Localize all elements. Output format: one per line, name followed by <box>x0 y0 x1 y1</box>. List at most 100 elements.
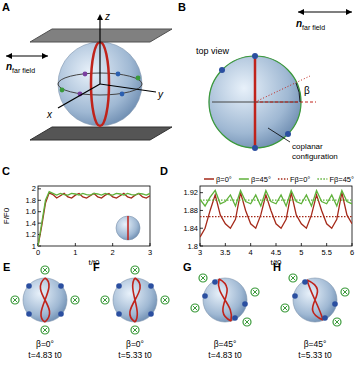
director-label: nfar field <box>6 61 35 74</box>
defect <box>302 279 308 285</box>
caption: t=4.83 t0 <box>28 350 62 360</box>
plate <box>30 29 172 42</box>
tick <box>326 243 327 246</box>
tick-label: 3.5 <box>220 248 230 257</box>
tick <box>352 243 353 246</box>
panel-label: C <box>2 165 10 177</box>
panel-label: G <box>183 261 192 273</box>
field-symbol <box>341 288 349 296</box>
tick-label: 6 <box>350 248 354 257</box>
tick-label: 3 <box>198 248 202 257</box>
defect <box>148 311 154 317</box>
legend-swatch <box>317 178 327 180</box>
label: configuration <box>292 152 338 161</box>
defect <box>292 293 298 299</box>
arrow-head <box>97 14 103 20</box>
defect <box>116 311 122 317</box>
legend: β=0°β=45°Fβ=0°Fβ=45° <box>204 175 354 184</box>
field-symbol <box>281 304 289 312</box>
snapshot: Eβ=0°t=4.83 t0 <box>3 261 79 360</box>
tick <box>200 246 203 247</box>
tick-label: 2 <box>32 184 36 193</box>
tick-label: 1 <box>32 242 36 251</box>
series-line <box>38 192 150 246</box>
tick-label: 1.84 <box>183 224 198 233</box>
tick-label: 4.5 <box>271 248 281 257</box>
defect <box>285 131 291 137</box>
field-symbol <box>245 320 249 324</box>
field-symbol <box>131 326 139 334</box>
field-symbol <box>291 276 295 280</box>
field-symbol <box>161 296 169 304</box>
director-subscript: far field <box>12 67 35 74</box>
field-symbol <box>131 266 139 274</box>
panel-label: E <box>3 261 10 273</box>
field-symbol <box>191 304 199 312</box>
defect <box>322 315 328 321</box>
arrow <box>6 55 48 56</box>
label: top view <box>196 46 230 56</box>
arrow-marker <box>120 92 125 97</box>
panel-a: Azxynfar field <box>2 1 172 140</box>
director-label: nfar field <box>296 18 325 31</box>
sphere <box>293 278 337 322</box>
arrow-marker <box>60 88 65 93</box>
tick-label: 1 <box>73 248 77 257</box>
panel-label: H <box>273 261 281 273</box>
director-subscript: far field <box>302 24 325 31</box>
frame <box>38 186 150 246</box>
arrow-marker <box>136 76 141 81</box>
field-symbol <box>251 288 259 296</box>
snapshot: Gβ=45°t=4.83 t0 <box>183 261 259 360</box>
figure: Azxynfar fieldBnfar fieldtop viewβcoplan… <box>0 0 358 379</box>
frame <box>200 186 352 246</box>
series-line <box>200 190 352 206</box>
caption: t=4.83 t0 <box>208 350 242 360</box>
field-symbol <box>43 268 47 272</box>
tick-label: 3 <box>148 248 152 257</box>
tick <box>276 243 277 246</box>
tick <box>200 192 203 193</box>
series-line <box>200 200 352 201</box>
field-symbol <box>11 296 19 304</box>
defect <box>219 67 225 73</box>
axis-name: x <box>46 109 53 120</box>
defect <box>202 293 208 299</box>
label: β <box>304 85 310 96</box>
snapshot: Hβ=45°t=5.33 t0 <box>273 261 349 360</box>
arrow-head <box>6 53 48 59</box>
tick <box>112 243 113 246</box>
defect <box>58 311 64 317</box>
tick <box>75 243 76 246</box>
sphere <box>116 216 140 240</box>
caption: t=5.33 t0 <box>298 350 332 360</box>
field-symbol <box>41 326 49 334</box>
caption: β=0° <box>126 339 144 349</box>
chart: D33.544.555.561.81.841.881.92t/t0β=0°β=4… <box>160 165 354 267</box>
tick <box>150 243 151 246</box>
defect-line <box>218 279 231 321</box>
sphere <box>203 278 247 322</box>
legend-label: Fβ=45° <box>329 175 354 184</box>
axis-label: F/F0 <box>2 207 11 224</box>
field-symbol <box>335 320 339 324</box>
field-symbol <box>333 318 341 326</box>
legend-swatch <box>239 178 249 180</box>
caption: β=0° <box>36 339 54 349</box>
tick-label: 1.4 <box>26 219 36 228</box>
field-symbol <box>193 306 197 310</box>
tick-label: 4 <box>249 248 253 257</box>
tick <box>250 243 251 246</box>
reference <box>255 102 316 103</box>
field-symbol <box>73 298 77 302</box>
defect <box>242 301 248 307</box>
field-symbol <box>253 290 257 294</box>
tick <box>200 243 201 246</box>
chart: C012311.21.41.61.82t/t0F/F0 <box>2 165 152 267</box>
axis-arrow <box>58 84 100 108</box>
tick-label: 1.8 <box>26 196 36 205</box>
defect <box>332 301 338 307</box>
defect <box>26 283 32 289</box>
field-symbol <box>101 296 109 304</box>
defect <box>148 283 154 289</box>
